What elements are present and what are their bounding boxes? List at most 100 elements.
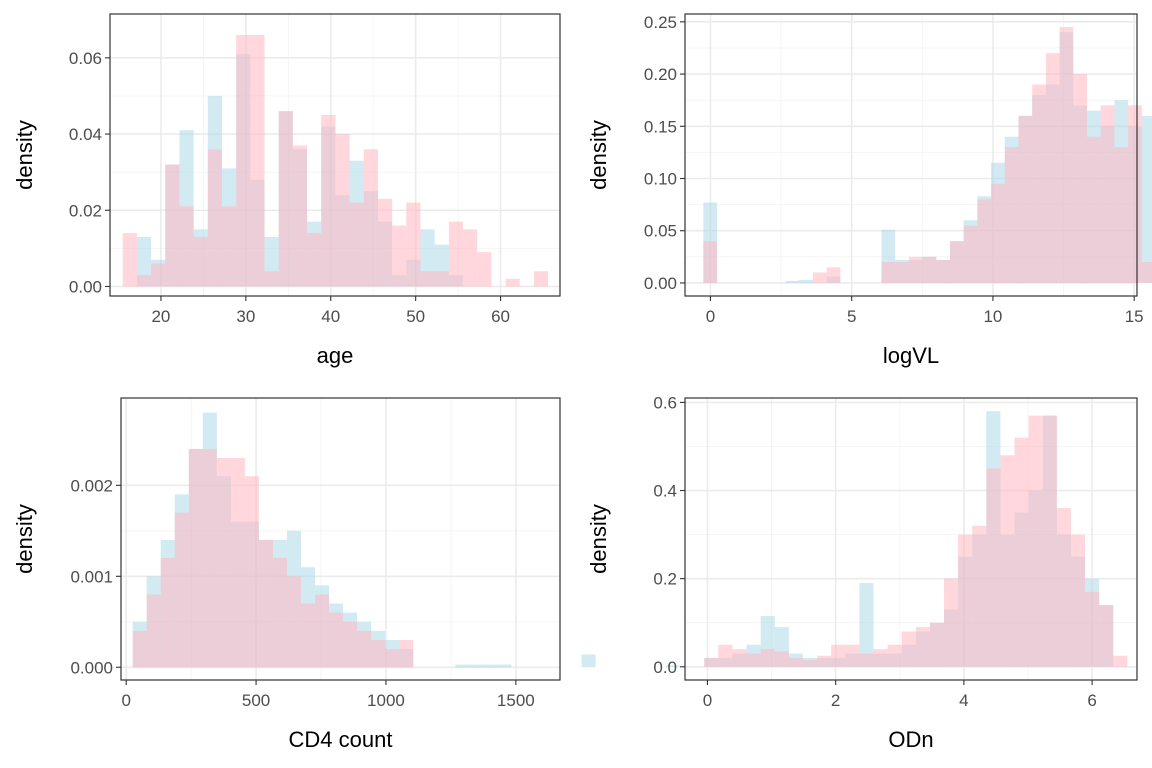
histogram-bar [497,664,512,668]
histogram-bar [881,262,896,283]
histogram-bar [831,644,846,667]
x-tick-label: 0 [703,691,712,710]
histogram-bar [1018,115,1033,283]
histogram-bar [1056,508,1071,667]
histogram-bar [469,664,484,668]
y-tick-label: 0.6 [653,393,677,412]
histogram-bar [665,665,680,668]
x-tick-label: 1500 [497,691,535,710]
y-tick-label: 0.4 [653,482,677,501]
histogram-bar [991,183,1005,283]
histogram-bar [774,651,789,667]
histogram-bar [165,164,180,287]
histogram-bar [216,458,231,668]
y-tick-label: 0.000 [70,658,113,677]
histogram-bar [221,206,237,287]
histogram-bar [1141,115,1152,283]
histogram-bar [812,272,827,283]
x-tick-label: 50 [406,307,425,326]
histogram-bar [329,612,344,668]
histogram-bar [1000,455,1015,667]
y-tick-label: 0.02 [69,201,102,220]
histogram-bar [244,476,259,668]
histogram-bar [315,594,330,668]
histogram-bar [1059,27,1074,283]
histogram-bar [788,657,803,667]
histogram-bar [406,202,421,287]
y-tick-label: 0.2 [653,570,677,589]
y-tick-label: 0.00 [69,277,102,296]
histogram-bar [207,149,222,287]
histogram-bar [477,252,492,287]
series-2 [704,415,1128,667]
x-axis-title: CD4 count [289,727,393,752]
histogram-bar [202,448,217,668]
histogram-bar [399,639,414,668]
y-tick-label: 0.00 [644,274,677,293]
histogram-bar [963,225,978,283]
panel-border [684,397,1138,681]
histogram-bar [174,512,189,668]
x-tick-label: 6 [1087,691,1096,710]
x-tick-label: 2 [831,691,840,710]
histogram-bar [1045,53,1060,283]
histogram-bar [307,233,322,287]
y-axis-title: density [12,504,37,574]
histogram-bar [895,262,909,283]
panel-2: 0 5 10 15 0.00 0.05 0.10 0.15 0.20 0.25 logVL densi… [586,13,1152,368]
panel-3: 0 500 1000 1500 0.000 0.001 0.002 CD4 count dens… [12,397,680,752]
histogram-bar [1086,136,1101,283]
histogram-bar [349,202,364,287]
histogram-bar [922,256,937,283]
histogram-bar [1028,415,1043,667]
histogram-bar [272,558,287,668]
histogram-bar [1004,147,1019,283]
y-tick-label: 0.20 [644,65,677,84]
histogram-bar [483,664,498,668]
x-tick-label: 15 [1125,307,1144,326]
histogram-bar [859,653,874,667]
histogram-bar [1100,105,1115,283]
x-axis-title: logVL [883,343,939,368]
histogram-bar [1128,105,1142,283]
histogram-bar [1099,605,1114,667]
histogram-bar [873,649,888,667]
histogram-bar [1073,74,1087,283]
y-axis-title: density [586,504,611,574]
histogram-bar [455,664,470,668]
histogram-bar [377,198,393,287]
y-tick-label: 0.05 [644,222,677,241]
histogram-bar [230,458,245,668]
histogram-bar [236,34,251,287]
histogram-bar [703,241,718,283]
panel-border [109,13,561,297]
histogram-bar [132,630,147,668]
y-tick-label: 0.15 [644,117,677,136]
histogram-bar [949,241,964,283]
x-tick-label: 5 [847,307,856,326]
histogram-bar [1042,415,1057,667]
x-axis-title: age [317,343,354,368]
histogram-bar [908,256,923,283]
histogram-bar [160,558,175,668]
histogram-bar [718,644,733,667]
histogram-bar [915,627,930,667]
y-tick-label: 0.04 [69,125,102,144]
histogram-bar [146,594,161,668]
histogram-bar [335,134,350,287]
series-2 [703,27,1152,283]
histogram-bar [278,111,293,287]
histogram-bar [321,114,336,287]
panel-border [684,13,1138,297]
x-tick-label: 30 [236,307,255,326]
histogram-bar [301,603,316,668]
histogram-bar [972,525,987,667]
x-tick-label: 60 [491,307,510,326]
histogram-bar [420,271,435,287]
histogram-bar [785,280,800,283]
histogram-bar [817,655,832,667]
histogram-bar [179,206,194,287]
histogram-bar [845,644,860,667]
histogram-bar [887,644,902,667]
